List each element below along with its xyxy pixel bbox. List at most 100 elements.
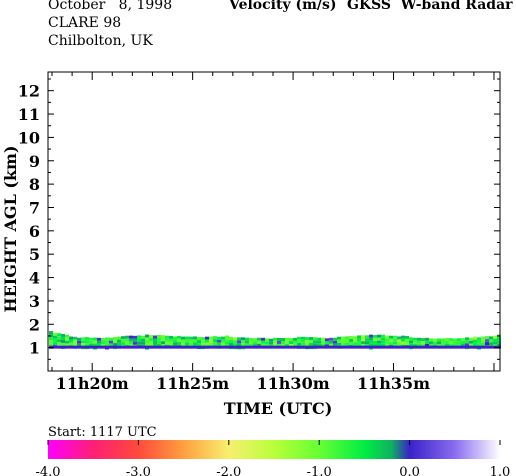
echo-pixel: [277, 345, 281, 349]
echo-pixel: [293, 337, 297, 341]
echo-pixel: [313, 345, 317, 349]
echo-pixel: [329, 343, 333, 347]
y-tick-label: 1: [29, 339, 40, 358]
echo-pixel: [57, 339, 61, 343]
echo-pixel: [249, 337, 253, 341]
echo-pixel: [49, 343, 53, 347]
echo-pixel: [429, 341, 433, 345]
echo-pixel: [209, 339, 213, 343]
echo-pixel: [53, 332, 57, 336]
echo-pixel: [345, 336, 349, 340]
echo-pixel: [89, 345, 93, 349]
echo-pixel: [401, 338, 405, 342]
y-tick-label: 8: [29, 175, 40, 194]
echo-pixel: [193, 345, 197, 349]
echo-pixel: [289, 345, 293, 349]
echo-pixel: [157, 334, 161, 338]
colorbar-tick-label: -1.0: [307, 465, 332, 476]
echo-pixel: [357, 341, 361, 345]
echo-pixel: [129, 338, 133, 342]
echo-pixel: [133, 341, 137, 345]
echo-pixel: [377, 340, 381, 344]
echo-pixel: [137, 345, 141, 349]
echo-pixel: [377, 337, 381, 341]
echo-pixel: [129, 345, 133, 349]
echo-pixel: [277, 340, 281, 344]
echo-pixel: [445, 343, 449, 347]
echo-pixel: [201, 345, 205, 349]
echo-pixel: [453, 338, 457, 342]
echo-pixel: [437, 338, 441, 342]
echo-pixel: [257, 340, 261, 344]
header-location: Chilbolton, UK: [48, 33, 153, 49]
echo-pixel: [433, 341, 437, 345]
echo-pixel: [161, 341, 165, 345]
echo-pixel: [105, 337, 109, 341]
y-tick-label: 2: [29, 315, 40, 334]
echo-pixel: [373, 337, 377, 341]
echo-pixel: [317, 343, 321, 347]
echo-pixel: [177, 335, 181, 339]
y-tick-label: 7: [29, 198, 40, 217]
echo-pixel: [149, 335, 153, 339]
colorbar: [48, 440, 500, 459]
echo-pixel: [405, 341, 409, 345]
echo-pixel: [329, 345, 333, 349]
echo-pixel: [333, 345, 337, 349]
echo-pixel: [321, 345, 325, 349]
echo-pixel: [353, 342, 357, 346]
echo-pixel: [485, 345, 489, 349]
echo-pixel: [361, 341, 365, 345]
echo-pixel: [165, 338, 169, 342]
echo-pixel: [97, 340, 101, 344]
echo-pixel: [65, 337, 69, 341]
echo-pixel: [61, 333, 65, 337]
echo-pixel: [325, 345, 329, 349]
echo-pixel: [265, 338, 269, 342]
echo-pixel: [97, 343, 101, 347]
echo-pixel: [473, 342, 477, 346]
echo-pixel: [89, 337, 93, 341]
echo-pixel: [493, 341, 497, 345]
header-date: October 8, 1998: [48, 0, 173, 13]
echo-pixel: [101, 341, 105, 345]
echo-pixel: [77, 337, 81, 341]
echo-pixel: [377, 343, 381, 347]
echo-pixel: [53, 341, 57, 345]
echo-pixel: [461, 341, 465, 345]
echo-pixel: [329, 337, 333, 341]
echo-pixel: [305, 340, 309, 344]
echo-pixel: [177, 341, 181, 345]
echo-pixel: [253, 341, 257, 345]
colorbar-ticks: -4.0 -3.0 -2.0 -1.0 0.0 1.0: [35, 440, 510, 476]
echo-pixel: [201, 343, 205, 347]
echo-pixel: [281, 341, 285, 345]
echo-pixel: [273, 340, 277, 344]
echo-pixel: [485, 342, 489, 346]
echo-pixel: [249, 345, 253, 349]
echo-pixel: [393, 335, 397, 339]
header-quantity: Velocity (m/s): [229, 0, 337, 13]
echo-pixel: [321, 343, 325, 347]
echo-pixel: [237, 337, 241, 341]
y-tick-label: 6: [29, 222, 40, 241]
echo-pixel: [141, 335, 145, 339]
echo-pixel: [369, 343, 373, 347]
echo-pixel: [481, 342, 485, 346]
echo-pixel: [493, 335, 497, 339]
echo-pixel: [369, 337, 373, 341]
echo-pixel: [309, 337, 313, 341]
echo-pixel: [265, 341, 269, 345]
echo-pixel: [181, 339, 185, 343]
echo-pixel: [461, 338, 465, 342]
echo-pixel: [185, 339, 189, 343]
echo-pixel: [405, 345, 409, 349]
echo-pixel: [145, 340, 149, 344]
echo-pixel: [57, 342, 61, 346]
echo-pixel: [349, 341, 353, 345]
echo-pixel: [305, 345, 309, 349]
echo-pixel: [261, 340, 265, 344]
colorbar-tick-label: 0.0: [399, 465, 420, 476]
echo-pixel: [129, 341, 133, 345]
echo-pixel: [161, 335, 165, 339]
